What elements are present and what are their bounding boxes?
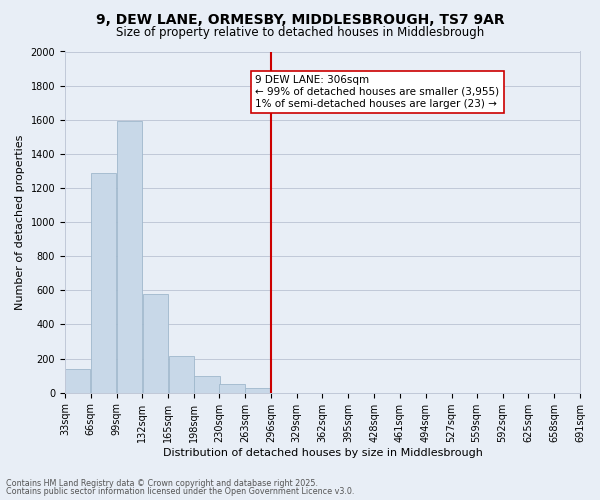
Text: 9, DEW LANE, ORMESBY, MIDDLESBROUGH, TS7 9AR: 9, DEW LANE, ORMESBY, MIDDLESBROUGH, TS7… [95,12,505,26]
Bar [91,172,116,392]
Bar [194,376,220,392]
Text: 9 DEW LANE: 306sqm
← 99% of detached houses are smaller (3,955)
1% of semi-detac: 9 DEW LANE: 306sqm ← 99% of detached hou… [256,76,500,108]
Text: Size of property relative to detached houses in Middlesbrough: Size of property relative to detached ho… [116,26,484,39]
Bar [65,369,91,392]
Bar [143,294,168,392]
Bar [169,356,194,393]
Bar [245,388,271,392]
X-axis label: Distribution of detached houses by size in Middlesbrough: Distribution of detached houses by size … [163,448,482,458]
Text: Contains HM Land Registry data © Crown copyright and database right 2025.: Contains HM Land Registry data © Crown c… [6,478,318,488]
Y-axis label: Number of detached properties: Number of detached properties [15,134,25,310]
Text: Contains public sector information licensed under the Open Government Licence v3: Contains public sector information licen… [6,487,355,496]
Bar [220,384,245,392]
Bar [117,122,142,392]
